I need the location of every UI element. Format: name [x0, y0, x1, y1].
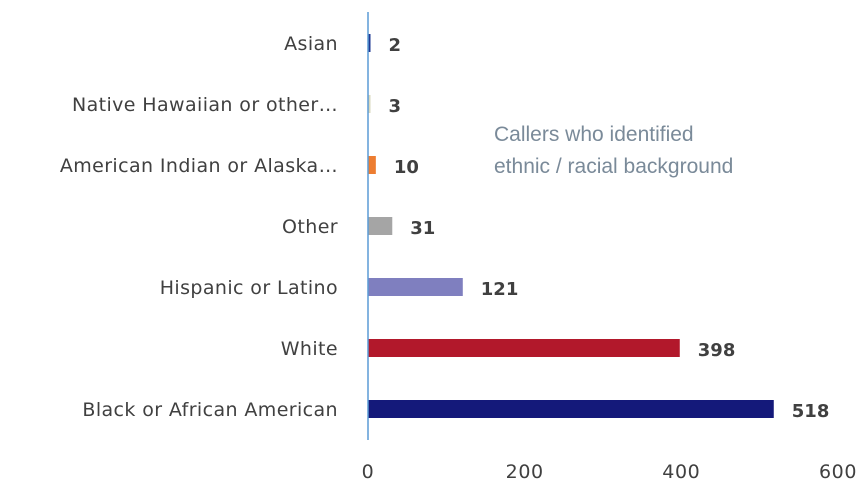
value-label-5: 398: [698, 340, 736, 361]
value-label-3: 31: [410, 218, 435, 239]
x-axis-ticks: 0 200 400 600: [362, 461, 857, 483]
bars-layer: [368, 34, 774, 418]
value-label-6: 518: [792, 401, 830, 422]
value-label-2: 10: [394, 157, 419, 178]
x-tick-label-0: 0: [362, 461, 375, 483]
x-tick-label-1: 200: [506, 461, 544, 483]
annotation-line-1: Callers who identified: [494, 123, 694, 146]
bar-5: [368, 339, 680, 357]
bar-3: [368, 217, 393, 235]
x-tick-label-2: 400: [662, 461, 700, 483]
x-tick-label-3: 600: [819, 461, 857, 483]
bar-2: [368, 156, 376, 174]
category-label-4: Hispanic or Latino: [160, 277, 338, 299]
category-label-0: Asian: [284, 33, 338, 55]
category-labels: Asian Native Hawaiian or other… American I…: [60, 33, 338, 421]
bar-6: [368, 400, 774, 418]
category-label-3: Other: [282, 216, 338, 238]
value-label-4: 121: [481, 279, 519, 300]
category-label-5: White: [281, 338, 338, 360]
value-label-0: 2: [389, 35, 402, 56]
value-labels: 2 3 10 31 121 398 518: [389, 35, 830, 422]
bar-4: [368, 278, 463, 296]
category-label-2: American Indian or Alaska…: [60, 155, 338, 177]
annotation-line-2: ethnic / racial background: [494, 155, 733, 178]
category-label-1: Native Hawaiian or other…: [72, 94, 338, 116]
annotation-text: Callers who identified ethnic / racial b…: [494, 123, 733, 178]
value-label-1: 3: [389, 96, 402, 117]
bar-0: [368, 34, 371, 52]
category-label-6: Black or African American: [82, 399, 338, 421]
bar-1: [368, 95, 371, 113]
